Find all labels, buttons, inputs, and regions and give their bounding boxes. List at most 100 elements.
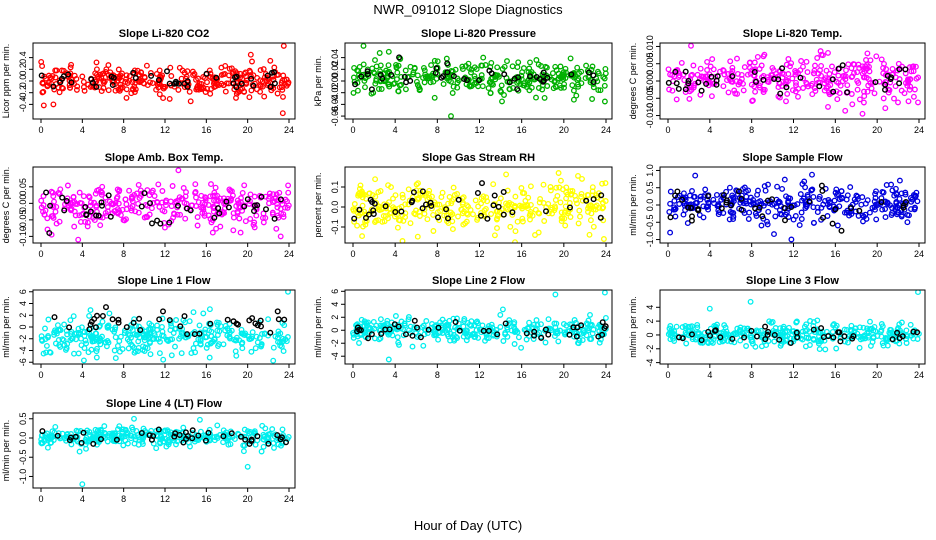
data-point [265,316,272,323]
data-point-black [213,74,220,81]
data-point [277,342,284,349]
data-point [753,213,760,219]
data-point [104,438,111,445]
data-point [252,441,259,448]
data-point [130,86,137,93]
data-point [361,318,368,325]
data-point [872,206,878,213]
data-point-black [685,80,692,87]
data-point-black [191,331,198,338]
data-point [590,223,597,230]
data-point [512,228,519,235]
data-point [762,187,769,194]
data-point [567,191,574,198]
data-point [559,186,566,193]
data-point [872,194,879,201]
data-point [204,85,211,92]
data-point-black [88,318,95,325]
data-point-black [514,86,521,93]
data-point [149,80,156,87]
y-tick-label: -2 [18,335,28,343]
data-point [743,193,750,200]
data-point [526,319,533,326]
data-point-black [756,204,763,211]
data-point-black [254,202,261,209]
data-point-black [707,332,714,339]
data-point [86,429,93,435]
y-axis-label: ml/min per min. [628,174,638,236]
data-point [860,99,867,106]
data-point [377,316,384,323]
data-point [467,206,474,213]
data-point [372,57,378,64]
data-point [407,323,414,330]
data-point-black [46,229,53,236]
data-point [714,321,720,328]
data-point [421,326,428,333]
x-tick-label: 4 [393,125,398,135]
y-tick-label: -1.0 [18,469,28,485]
data-point [396,82,403,89]
data-point [50,437,57,443]
data-point [688,72,695,79]
data-point-black [92,324,99,331]
data-point [41,211,48,218]
data-point-black [93,83,100,90]
data-point [554,328,561,335]
data-point [669,87,676,94]
data-point [912,63,919,70]
data-point-black [782,217,789,224]
outlier-point [285,290,291,295]
data-point [518,185,525,191]
data-point-black [523,330,530,337]
data-point [484,198,491,205]
data-point-black [110,74,117,81]
data-point [395,62,402,69]
data-point-black [271,215,278,222]
data-point-black [154,217,161,224]
data-point [748,201,755,208]
data-point [167,64,174,71]
data-point [407,220,414,227]
data-point-black [356,206,363,213]
data-point [524,201,531,208]
data-point [42,325,48,332]
data-point [92,330,99,337]
data-point [210,80,217,87]
data-point-black [138,430,145,437]
data-point [270,357,277,364]
data-point-black [248,436,255,443]
panel-title: Slope Li-820 Temp. [743,28,842,40]
data-point [814,55,821,61]
data-point [882,105,889,112]
data-point-black [748,327,755,334]
data-point [849,101,856,108]
data-point [895,99,901,106]
data-point [386,81,393,88]
data-point [150,335,157,342]
data-point [889,210,895,216]
data-point [590,84,597,91]
data-point [852,325,859,332]
outlier-point [600,236,607,242]
data-point [764,218,770,225]
data-point-black [703,80,710,87]
outlier-point [277,233,284,240]
data-point [197,428,204,435]
y-tick-label: 0.5 [645,181,655,194]
data-point [203,344,210,351]
data-point [667,188,674,195]
data-point [864,50,871,57]
data-point [821,87,828,94]
data-point [96,323,103,330]
x-tick-label: 12 [160,370,170,380]
data-point [865,82,872,89]
x-tick-label: 20 [872,125,882,135]
data-point [105,339,112,346]
data-point [803,334,810,341]
data-point-black [123,324,130,331]
data-point-black [685,204,692,211]
data-point [398,318,405,325]
